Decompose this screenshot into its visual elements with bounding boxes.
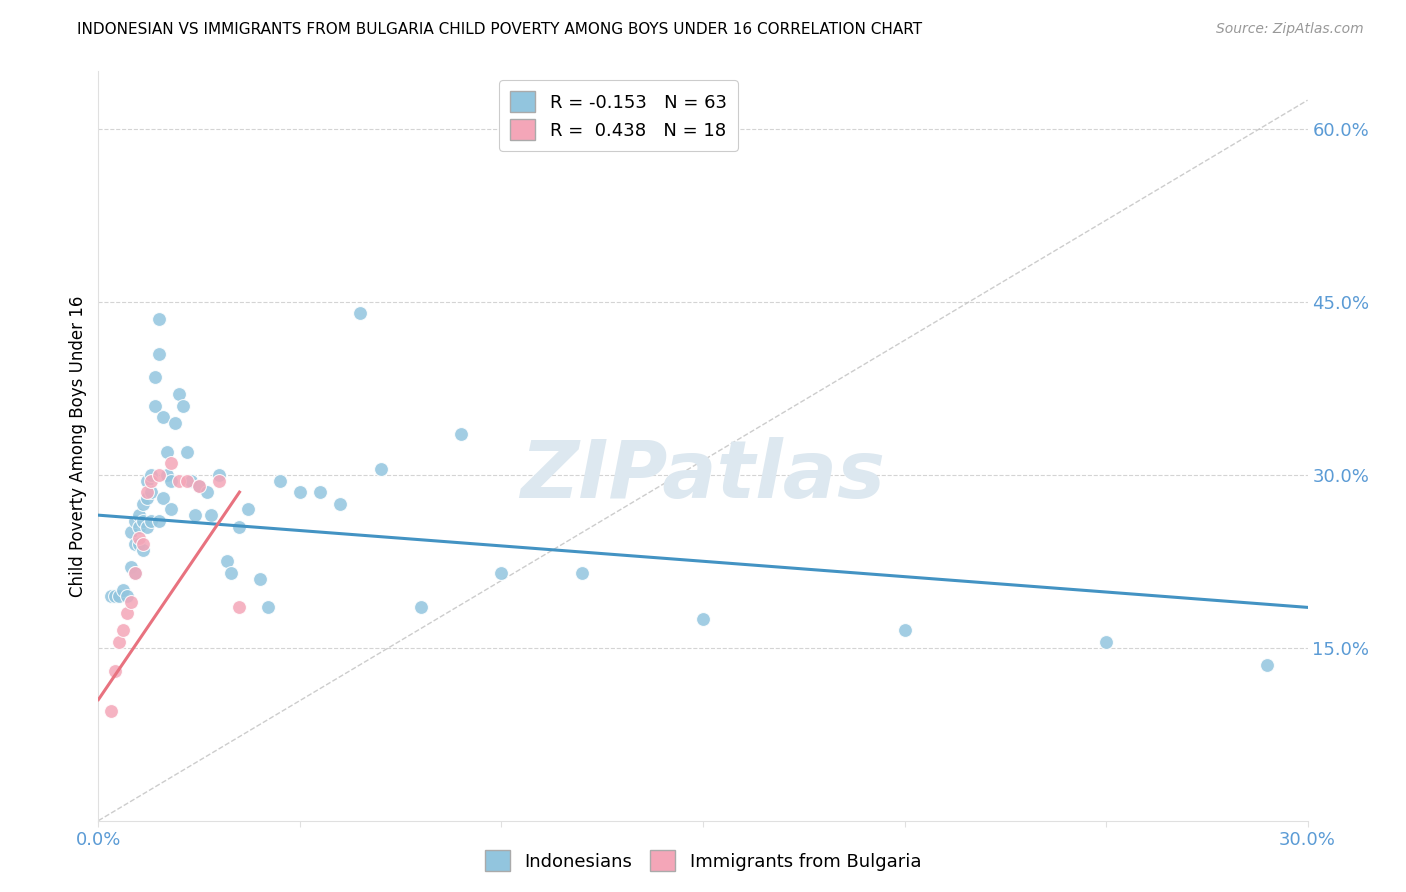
Point	[103, 664, 125, 678]
Point	[107, 589, 129, 603]
Point	[692, 612, 714, 626]
Point	[349, 306, 371, 320]
Point	[409, 600, 432, 615]
Point	[217, 554, 239, 568]
Point	[124, 537, 146, 551]
Point	[107, 635, 129, 649]
Point	[120, 525, 142, 540]
Point	[143, 369, 166, 384]
Point	[143, 399, 166, 413]
Text: INDONESIAN VS IMMIGRANTS FROM BULGARIA CHILD POVERTY AMONG BOYS UNDER 16 CORRELA: INDONESIAN VS IMMIGRANTS FROM BULGARIA C…	[77, 22, 922, 37]
Point	[148, 467, 170, 482]
Point	[128, 537, 150, 551]
Point	[124, 566, 146, 580]
Point	[172, 399, 194, 413]
Point	[156, 467, 179, 482]
Point	[128, 508, 150, 523]
Point	[188, 479, 211, 493]
Point	[167, 474, 190, 488]
Point	[132, 542, 155, 557]
Point	[180, 474, 202, 488]
Point	[269, 474, 291, 488]
Text: Source: ZipAtlas.com: Source: ZipAtlas.com	[1216, 22, 1364, 37]
Point	[103, 589, 125, 603]
Point	[139, 474, 162, 488]
Point	[128, 519, 150, 533]
Point	[152, 410, 174, 425]
Point	[893, 624, 915, 638]
Point	[329, 497, 352, 511]
Point	[132, 497, 155, 511]
Point	[120, 594, 142, 608]
Point	[160, 456, 183, 470]
Point	[152, 491, 174, 505]
Point	[135, 491, 157, 505]
Point	[148, 312, 170, 326]
Point	[450, 427, 472, 442]
Point	[188, 479, 211, 493]
Point	[176, 474, 198, 488]
Point	[221, 566, 243, 580]
Point	[256, 600, 278, 615]
Point	[115, 589, 138, 603]
Legend: Indonesians, Immigrants from Bulgaria: Indonesians, Immigrants from Bulgaria	[478, 843, 928, 879]
Text: ZIPatlas: ZIPatlas	[520, 437, 886, 515]
Y-axis label: Child Poverty Among Boys Under 16: Child Poverty Among Boys Under 16	[69, 295, 87, 597]
Point	[1095, 635, 1118, 649]
Point	[208, 467, 231, 482]
Point	[124, 514, 146, 528]
Point	[115, 606, 138, 620]
Point	[1256, 658, 1278, 673]
Point	[249, 572, 271, 586]
Point	[156, 444, 179, 458]
Point	[228, 519, 250, 533]
Point	[135, 474, 157, 488]
Point	[139, 485, 162, 500]
Point	[167, 387, 190, 401]
Point	[288, 485, 311, 500]
Point	[120, 560, 142, 574]
Point	[139, 467, 162, 482]
Point	[132, 514, 155, 528]
Point	[236, 502, 259, 516]
Point	[208, 474, 231, 488]
Point	[128, 531, 150, 545]
Point	[160, 502, 183, 516]
Point	[163, 416, 186, 430]
Point	[124, 566, 146, 580]
Legend: R = -0.153   N = 63, R =  0.438   N = 18: R = -0.153 N = 63, R = 0.438 N = 18	[499, 80, 738, 151]
Point	[132, 537, 155, 551]
Point	[111, 583, 134, 598]
Point	[148, 514, 170, 528]
Point	[195, 485, 218, 500]
Point	[176, 444, 198, 458]
Point	[148, 347, 170, 361]
Point	[184, 508, 207, 523]
Point	[135, 485, 157, 500]
Point	[160, 474, 183, 488]
Point	[200, 508, 222, 523]
Point	[370, 462, 392, 476]
Point	[100, 704, 122, 718]
Point	[309, 485, 332, 500]
Point	[491, 566, 513, 580]
Point	[228, 600, 250, 615]
Point	[100, 589, 122, 603]
Point	[111, 624, 134, 638]
Point	[135, 519, 157, 533]
Point	[571, 566, 593, 580]
Point	[139, 514, 162, 528]
